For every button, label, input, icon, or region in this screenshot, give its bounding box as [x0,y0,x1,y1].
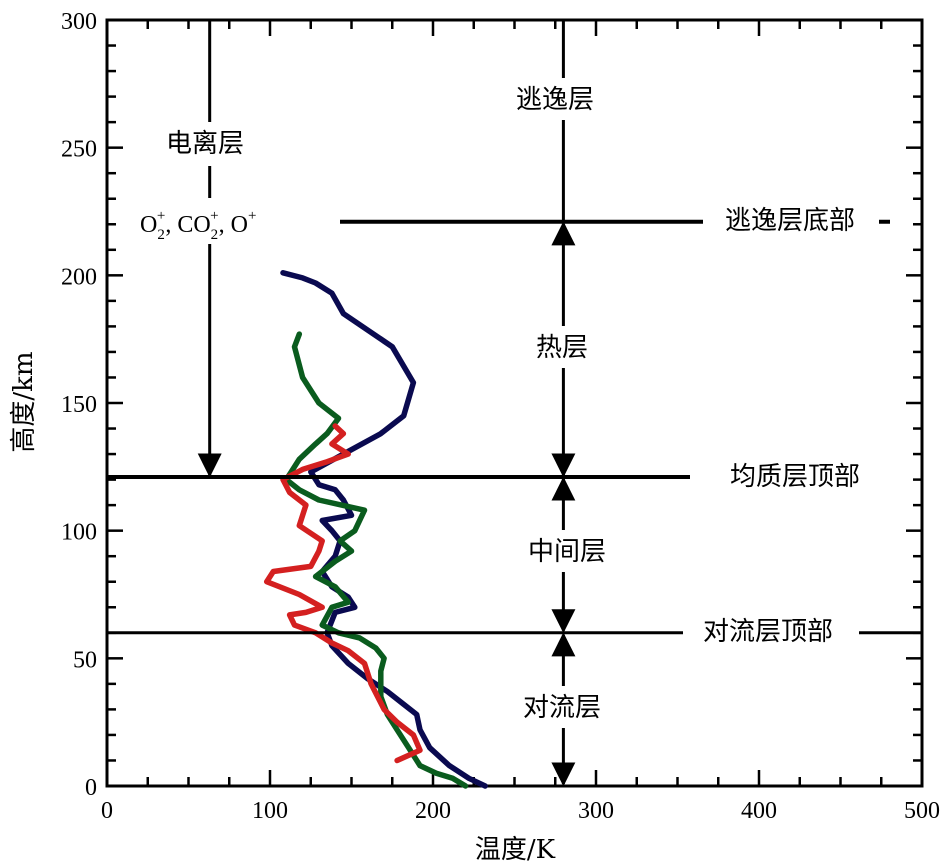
x-axis-title: 温度/K [475,835,556,865]
thermosphere-label: 热层 [536,333,588,363]
temperature-series [263,270,488,789]
temperature-series-3 [263,423,423,764]
y-tick-label: 50 [73,647,97,673]
level-lines [107,20,922,787]
ion-formula-bg [132,198,340,244]
x-tick-label: 400 [741,798,777,824]
y-tick-label: 300 [61,9,97,35]
homopause-label-bg [708,455,884,497]
homopause-label: 均质层顶部 [730,462,860,492]
tropopause-label: 对流层顶部 [703,617,833,647]
troposphere-label-bg [508,686,618,728]
y-tick-label: 100 [61,520,97,546]
x-tick-label: 200 [415,798,451,824]
y-tick-label: 150 [61,392,97,418]
exosphere-label-bg [500,78,610,120]
troposphere-label: 对流层 [523,693,601,723]
axis-ticks: 0 100 200 300 400 500 0 50 100 150 200 250 300 [61,9,940,824]
mesosphere-label: 中间层 [528,537,606,567]
ion-formula: O2+, CO2+, O+ [140,208,256,243]
x-tick-label: 500 [904,798,940,824]
exosphere-label: 逃逸层 [516,85,594,115]
y-tick-label: 200 [61,264,97,290]
x-tick-label: 100 [252,798,288,824]
tropopause-label-bg [683,612,859,652]
thermosphere-label-bg [520,326,604,368]
ionosphere-label-bg [150,122,260,166]
y-tick-label: 250 [61,137,97,163]
exobase-label: 逃逸层底部 [725,206,855,236]
y-axis-title: 高度/km [9,351,39,452]
exobase-label-bg [703,199,879,241]
y-tick-label: 0 [85,775,97,801]
temperature-series-2 [283,331,469,789]
x-tick-label: 0 [101,798,113,824]
x-tick-label: 300 [578,798,614,824]
mesosphere-label-bg [512,530,622,572]
ionosphere-label: 电离层 [166,129,244,159]
temperature-series-1 [280,270,488,789]
